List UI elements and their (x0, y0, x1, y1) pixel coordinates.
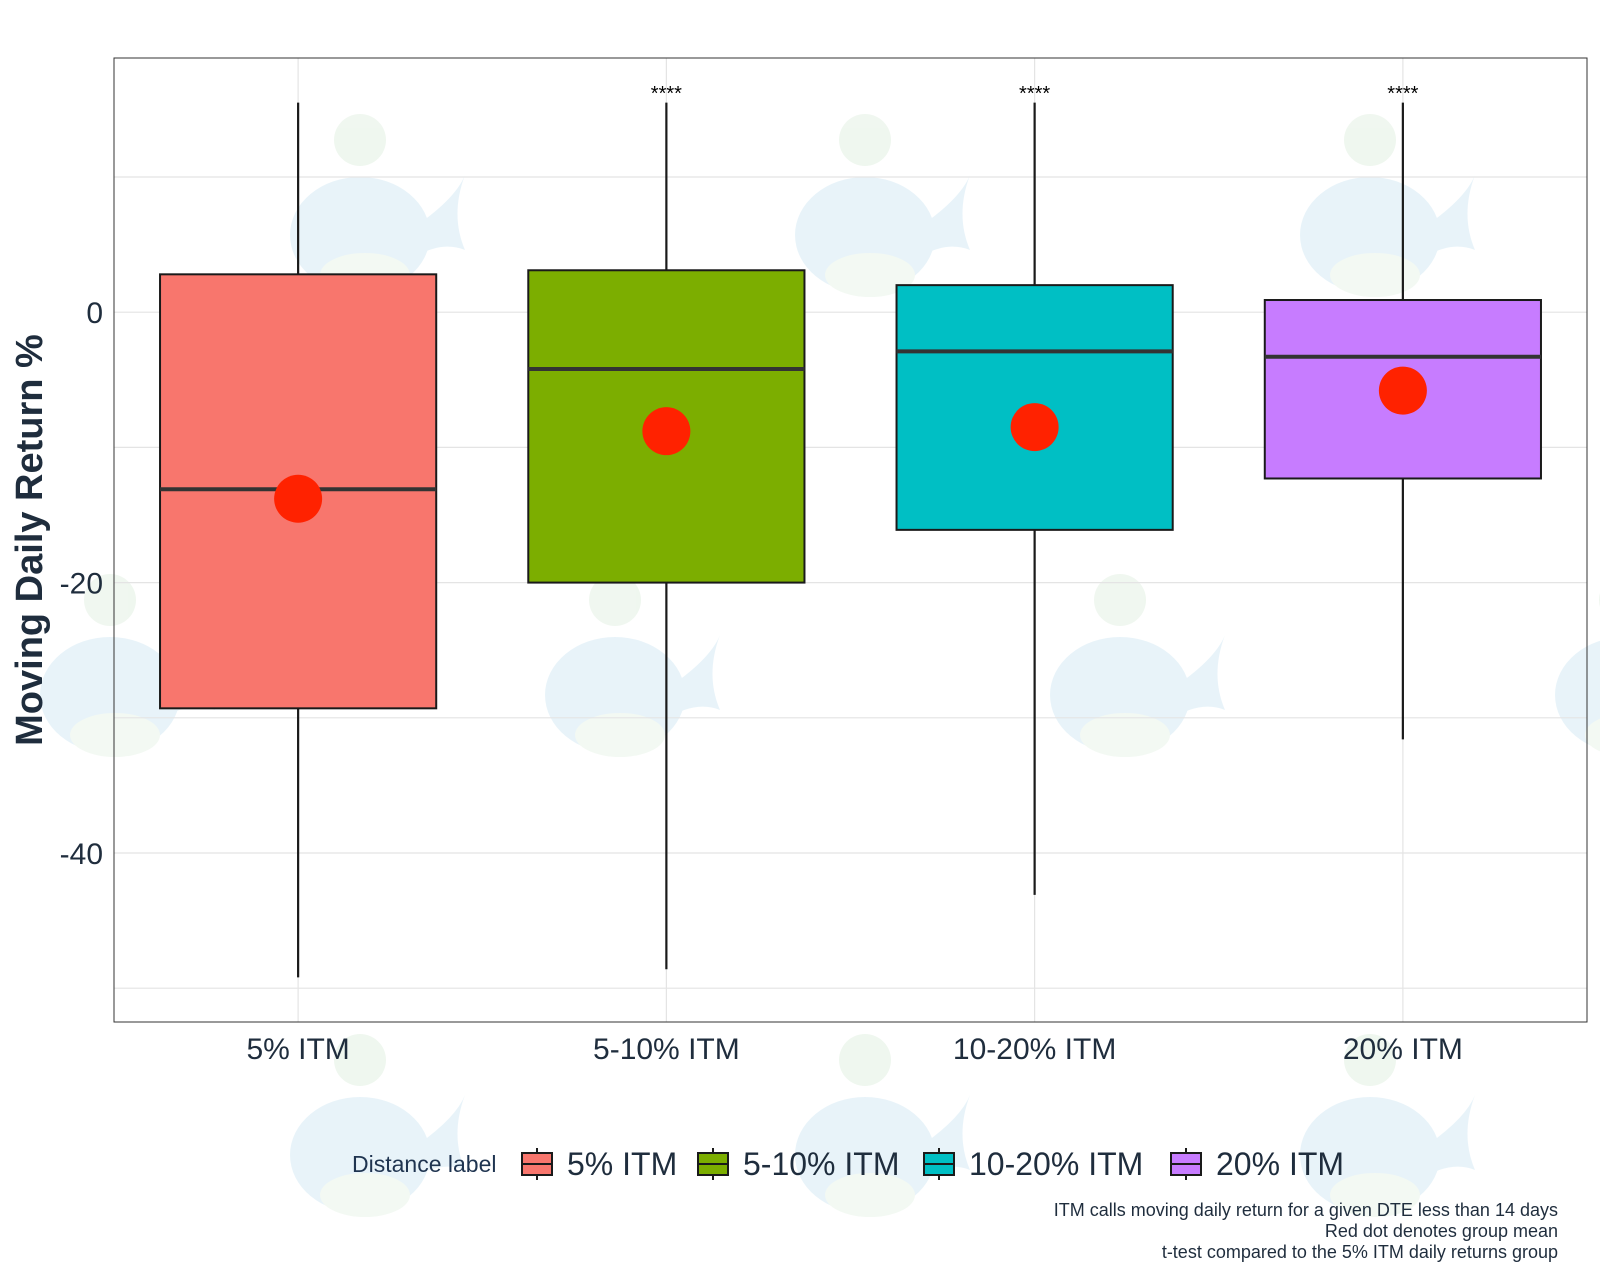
legend-item: 20% ITM (1170, 1146, 1344, 1182)
whale-watermark-icon (545, 574, 720, 757)
caption-line: t-test compared to the 5% ITM daily retu… (1161, 1242, 1558, 1262)
whale-body (1555, 640, 1600, 750)
y-tick-label: 0 (86, 297, 103, 330)
whale-watermark-icon (795, 1034, 970, 1217)
mean-dot (274, 474, 323, 523)
whale-belly (1080, 713, 1170, 757)
significance-marker: **** (1387, 83, 1418, 105)
whale-watermark-icon (795, 114, 970, 297)
mean-dot (642, 407, 691, 456)
x-tick-label: 5% ITM (246, 1033, 349, 1066)
legend-label: 20% ITM (1216, 1146, 1344, 1182)
whale-watermark-icon (1555, 592, 1600, 752)
whale-spout (839, 114, 891, 166)
whale-watermark-icon (290, 114, 465, 297)
legend-label: 5-10% ITM (743, 1146, 899, 1182)
whale-spout (839, 1034, 891, 1086)
mean-dot-group (274, 366, 1427, 523)
whale-tail (915, 175, 970, 260)
legend-item: 5% ITM (521, 1146, 677, 1182)
whale-watermark-group (40, 114, 1600, 1217)
caption-line: Red dot denotes group mean (1324, 1221, 1558, 1241)
x-tick-label: 5-10% ITM (593, 1033, 740, 1066)
x-axis-ticks: 5% ITM 5-10% ITM 10-20% ITM 20% ITM (246, 1033, 1462, 1066)
chart-caption: ITM calls moving daily return for a give… (1054, 1200, 1558, 1263)
legend-title: Distance label (352, 1151, 496, 1177)
y-axis-label: Moving Daily Return % (9, 334, 51, 746)
whale-watermark-icon (1300, 114, 1475, 297)
whale-tail (665, 635, 720, 720)
whale-watermark-icon (1300, 1034, 1475, 1217)
significance-marker: **** (651, 83, 682, 105)
whale-watermark-icon (1050, 574, 1225, 757)
legend-label: 5% ITM (567, 1146, 677, 1182)
box-group: **** **** **** (159, 83, 1542, 978)
y-tick-label: -40 (60, 838, 103, 871)
plot-panel-border (113, 57, 1588, 1023)
legend: Distance label 5% ITM 5-10% ITM 10-20% ITM… (352, 1146, 1344, 1182)
mean-dot (1010, 403, 1059, 452)
x-tick-label: 10-20% ITM (953, 1033, 1116, 1066)
whale-belly (320, 1173, 410, 1217)
whale-spout (1094, 574, 1146, 626)
whale-belly (70, 713, 160, 757)
mean-dot (1378, 366, 1427, 415)
whale-spout (589, 574, 641, 626)
whale-tail (410, 1095, 465, 1180)
legend-item: 5-10% ITM (697, 1146, 899, 1182)
significance-marker: **** (1019, 83, 1050, 105)
whale-tail (410, 175, 465, 260)
whale-spout (334, 114, 386, 166)
whale-tail (1420, 175, 1475, 260)
whale-belly (825, 1173, 915, 1217)
whale-spout (84, 574, 136, 626)
y-axis-ticks: 0 -20 -40 (60, 297, 103, 871)
whale-belly (575, 713, 665, 757)
whale-spout (1344, 114, 1396, 166)
x-tick-label: 20% ITM (1343, 1033, 1463, 1066)
caption-line: ITM calls moving daily return for a give… (1053, 1200, 1558, 1220)
whale-spout (334, 1034, 386, 1086)
whale-belly (825, 253, 915, 297)
whale-belly (1330, 253, 1420, 297)
whale-belly (1585, 718, 1600, 752)
y-tick-label: -20 (60, 568, 103, 601)
whale-tail (1170, 635, 1225, 720)
legend-item: 10-20% ITM (923, 1146, 1143, 1182)
whale-watermark-icon (290, 1034, 465, 1217)
whale-tail (1420, 1095, 1475, 1180)
whale-spout (1344, 1034, 1396, 1086)
whale-belly (1330, 1173, 1420, 1217)
legend-label: 10-20% ITM (969, 1146, 1143, 1182)
legend-items: 5% ITM 5-10% ITM 10-20% ITM 20% ITM (521, 1146, 1344, 1182)
